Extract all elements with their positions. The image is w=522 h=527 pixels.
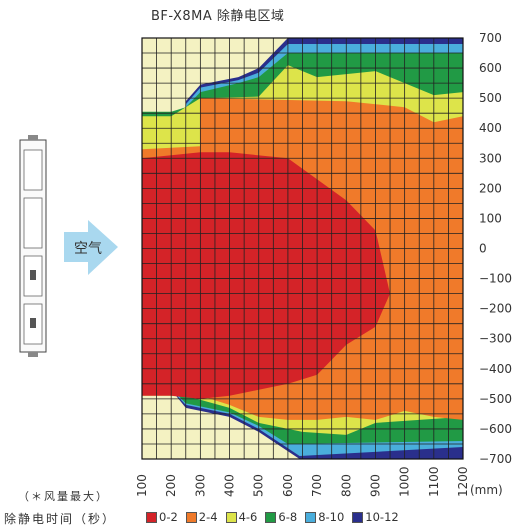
- y-tick-label: −300: [479, 332, 512, 346]
- y-tick-label: −700: [479, 452, 512, 466]
- x-tick-label: 1200: [456, 466, 470, 497]
- chart-title: BF-X8MA 除静电区域: [151, 9, 285, 24]
- plot-border: [141, 37, 464, 460]
- plot-area: 7006005004003002001000−100−200−300−400−5…: [135, 31, 512, 497]
- ionizer-bar-illustration: [19, 135, 47, 357]
- y-tick-label: 700: [479, 31, 502, 45]
- legend-label: 10-12: [365, 510, 399, 524]
- y-tick-label: 300: [479, 151, 502, 165]
- x-tick-label: 100: [135, 474, 149, 497]
- x-tick-label: 500: [252, 474, 266, 497]
- y-tick-label: −600: [479, 422, 512, 436]
- legend-swatch: [185, 511, 197, 523]
- y-tick-label: −100: [479, 272, 512, 286]
- legend-swatch: [352, 511, 364, 523]
- note-max-airflow: （＊风量最大）: [18, 490, 109, 503]
- x-tick-label: 700: [310, 474, 324, 497]
- x-tick-label: 200: [164, 474, 178, 497]
- legend-caption: 除静电时间（秒）: [4, 512, 117, 526]
- legend-swatch: [305, 511, 317, 523]
- legend-swatch: [225, 511, 237, 523]
- legend-item-2: 4-6: [225, 510, 258, 524]
- y-tick-label: 200: [479, 181, 502, 195]
- zone-0-2: [142, 152, 390, 399]
- x-tick-label: 400: [223, 474, 237, 497]
- legend-label: 8-10: [318, 510, 345, 524]
- x-tick-label: 800: [339, 474, 353, 497]
- air-label: 空气: [74, 241, 102, 257]
- air-flow-arrow-icon: [64, 220, 118, 275]
- legend-item-0: 0-2: [146, 510, 178, 524]
- y-tick-label: −400: [479, 362, 512, 376]
- x-tick-label: 1000: [398, 466, 412, 497]
- x-axis-unit: (mm): [470, 483, 503, 497]
- legend: 0-2 2-4 4-6 6-8 8-10 10-12: [146, 510, 399, 524]
- x-tick-label: 600: [281, 474, 295, 497]
- y-tick-label: 100: [479, 211, 502, 225]
- legend-label: 2-4: [198, 510, 218, 524]
- legend-swatch: [146, 511, 157, 523]
- y-tick-label: −200: [479, 302, 512, 316]
- x-tick-label: 1100: [427, 466, 441, 497]
- legend-label: 6-8: [278, 510, 298, 524]
- legend-item-1: 2-4: [185, 510, 218, 524]
- y-tick-label: 0: [479, 242, 487, 256]
- legend-label: 4-6: [238, 510, 258, 524]
- y-tick-label: 600: [479, 61, 502, 75]
- legend-item-5: 10-12: [352, 510, 399, 524]
- y-tick-label: 500: [479, 91, 502, 105]
- x-tick-label: 900: [368, 474, 382, 497]
- legend-swatch: [265, 511, 277, 523]
- x-tick-label: 300: [193, 474, 207, 497]
- y-tick-label: −500: [479, 392, 512, 406]
- legend-label: 0-2: [159, 510, 178, 524]
- y-tick-label: 400: [479, 121, 502, 135]
- legend-item-4: 8-10: [305, 510, 344, 524]
- legend-item-3: 6-8: [265, 510, 297, 524]
